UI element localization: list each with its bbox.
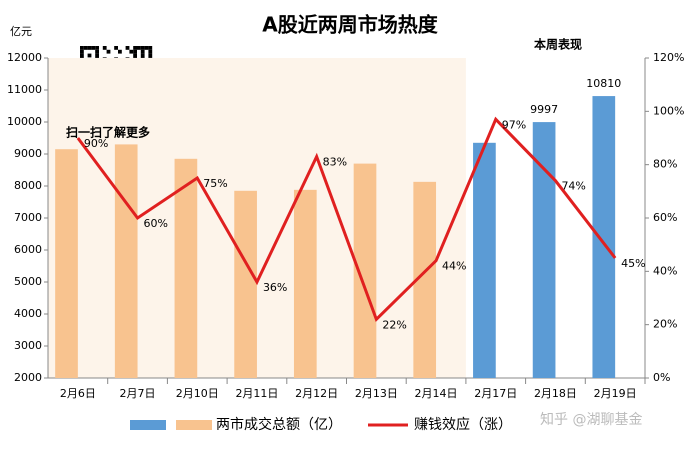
x-tick-label: 2月17日: [474, 387, 517, 400]
x-tick-label: 2月14日: [415, 387, 458, 400]
line-value-label: 36%: [263, 281, 287, 294]
y-tick-label: 12000: [7, 51, 42, 64]
line-value-label: 90%: [84, 137, 108, 150]
bar: [353, 163, 377, 378]
y-tick-label: 11000: [7, 83, 42, 96]
qr-cell: [133, 53, 137, 58]
x-tick-label: 2月6日: [60, 387, 96, 400]
y2-tick-label: 100%: [653, 104, 684, 117]
qr-cell: [80, 49, 84, 54]
bar: [114, 144, 138, 378]
legend-label: 赚钱效应（涨）: [414, 416, 512, 433]
y-tick-label: 9000: [14, 147, 42, 160]
line-value-label: 74%: [561, 180, 585, 193]
qr-cell: [95, 53, 99, 58]
line-value-label: 97%: [502, 118, 526, 131]
qr-cell: [80, 53, 84, 58]
chart-title: A股近两周市场热度: [262, 13, 438, 37]
qr-cell: [125, 46, 130, 50]
annotation: 扫一扫了解更多: [66, 125, 150, 140]
qr-cell: [148, 53, 153, 58]
bar: [234, 190, 257, 378]
qr-cell: [91, 46, 96, 50]
y-tick-label: 4000: [14, 307, 42, 320]
x-tick-label: 2月18日: [534, 387, 577, 400]
qr-cell: [95, 46, 99, 50]
watermark: 知乎 @湖聊基金: [540, 411, 642, 428]
bar: [55, 149, 78, 378]
y-tick-label: 6000: [14, 243, 42, 256]
y-tick-label: 8000: [14, 179, 42, 192]
x-tick-label: 2月19日: [594, 387, 637, 400]
qr-cell: [102, 46, 107, 50]
line-value-label: 44%: [442, 260, 466, 273]
qr-cell: [87, 46, 92, 50]
qr-cell: [140, 46, 145, 50]
y2-tick-label: 20%: [653, 318, 677, 331]
line-value-label: 60%: [144, 217, 168, 230]
legend-swatch: [130, 420, 166, 430]
line-value-label: 83%: [323, 156, 347, 169]
y2-tick-label: 80%: [653, 158, 677, 171]
y-axis-label: 亿元: [10, 25, 32, 38]
qr-cell: [148, 49, 153, 54]
qr-cell: [114, 46, 118, 50]
line-value-label: 75%: [203, 177, 227, 190]
x-tick-label: 2月11日: [235, 387, 278, 400]
qr-cell: [133, 49, 137, 54]
line-value-label: 22%: [382, 318, 406, 331]
qr-cell: [129, 49, 134, 54]
x-tick-label: 2月10日: [176, 387, 219, 400]
legend-swatch: [176, 420, 212, 430]
y-tick-label: 2000: [14, 371, 42, 384]
bar-value-label: 9997: [530, 103, 558, 116]
y-tick-label: 3000: [14, 339, 42, 352]
line: [76, 116, 617, 323]
qr-cell: [106, 49, 111, 54]
bar: [532, 122, 556, 378]
y-tick-label: 5000: [14, 275, 42, 288]
qr-cell: [87, 53, 92, 58]
y2-tick-label: 60%: [653, 211, 677, 224]
line-value-label: 45%: [621, 257, 645, 270]
x-tick-label: 2月12日: [295, 387, 338, 400]
y2-tick-label: 0%: [653, 371, 670, 384]
bar: [592, 96, 616, 378]
x-tick-label: 2月7日: [120, 387, 156, 400]
y-tick-label: 7000: [14, 211, 42, 224]
y-tick-label: 10000: [7, 115, 42, 128]
qr-cell: [137, 46, 141, 50]
qr-cell: [80, 46, 84, 50]
qr-cell: [140, 53, 145, 58]
qr-cell: [144, 46, 149, 50]
y2-tick-label: 120%: [653, 51, 684, 64]
qr-cell: [95, 49, 99, 54]
y2-tick-label: 40%: [653, 264, 677, 277]
legend-label: 两市成交总额（亿）: [216, 416, 342, 433]
bar: [293, 189, 317, 378]
bar: [413, 181, 437, 378]
qr-cell: [133, 46, 137, 50]
qr-cell: [83, 46, 88, 50]
bar: [473, 142, 496, 378]
annotation: 本周表现: [534, 37, 582, 52]
qr-cell: [118, 49, 122, 54]
bar: [174, 158, 198, 378]
qr-cell: [148, 46, 153, 50]
x-tick-label: 2月13日: [355, 387, 398, 400]
bar-value-label: 10810: [586, 77, 621, 90]
qr-cell: [140, 49, 145, 54]
